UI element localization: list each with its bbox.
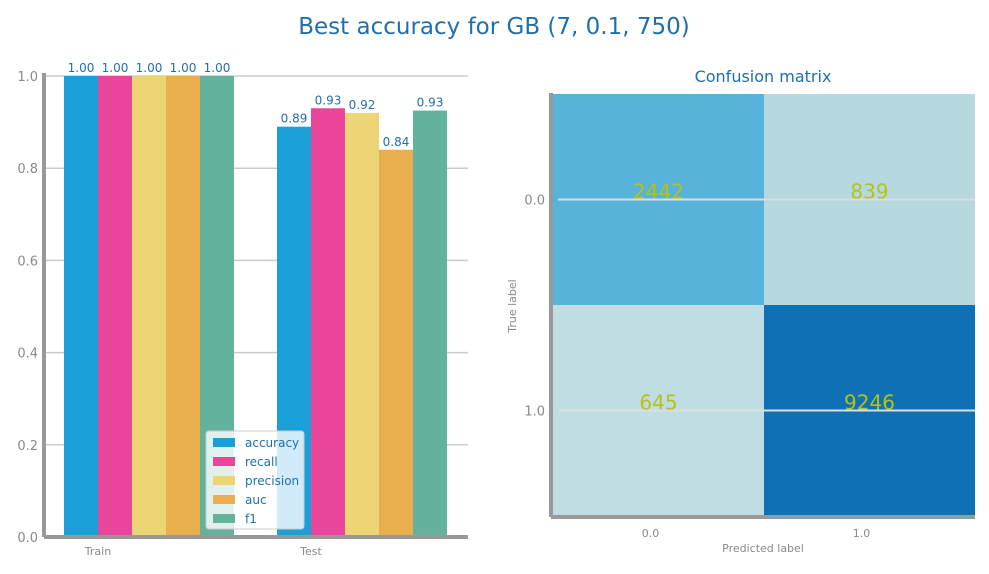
bar-data-label: 0.93 (417, 96, 444, 110)
bar-chart-y-ticks: 0.0 0.2 0.4 0.6 0.8 1.0 (17, 70, 38, 546)
legend-swatch-accuracy (213, 438, 235, 447)
bar-data-label: 0.84 (383, 135, 410, 149)
cm-x-tick-label: 0.0 (642, 527, 660, 540)
metrics-bar-chart: 0.0 0.2 0.4 0.6 0.8 1.0 1.00 1.00 1.00 1.00 1.00 0… (17, 61, 468, 558)
legend-swatch-f1 (213, 514, 235, 523)
bar-f1-test (413, 110, 447, 537)
y-tick-label: 0.4 (17, 347, 38, 362)
cm-y-tick-label: 0.0 (524, 194, 545, 209)
y-tick-label: 0.2 (17, 439, 38, 454)
bar-data-label: 1.00 (68, 61, 95, 75)
bar-chart-legend: accuracy recall precision auc f1 (205, 430, 305, 530)
confusion-matrix-y-label: True label (506, 279, 519, 333)
bar-data-label: 0.92 (349, 98, 376, 112)
y-tick-label: 0.6 (17, 254, 38, 269)
bar-recall-train (98, 76, 132, 537)
bar-data-label: 1.00 (136, 61, 163, 75)
bar-data-label: 0.93 (315, 93, 342, 107)
bar-data-label: 1.00 (102, 61, 129, 75)
legend-swatch-recall (213, 457, 235, 466)
legend-label-precision: precision (245, 474, 299, 488)
figure-title: Best accuracy for GB (7, 0.1, 750) (298, 14, 689, 40)
y-tick-label: 0.8 (17, 162, 38, 177)
legend-label-recall: recall (245, 455, 278, 469)
confusion-matrix-gridlines (558, 198, 975, 412)
bar-data-label: 1.00 (170, 61, 197, 75)
x-tick-label: Test (299, 545, 322, 558)
confusion-matrix-ticks: 0.0 1.0 0.0 1.0 (524, 194, 870, 541)
legend-box (205, 430, 305, 530)
bar-chart-x-ticks: Train Test (84, 545, 323, 558)
bar-recall-test (311, 108, 345, 538)
confusion-matrix-title: Confusion matrix (695, 67, 832, 86)
bar-chart-bars (64, 76, 447, 538)
legend-swatch-precision (213, 476, 235, 485)
bar-auc-test (379, 149, 413, 537)
legend-label-accuracy: accuracy (245, 436, 299, 450)
cm-y-tick-label: 1.0 (524, 405, 545, 420)
confusion-matrix-x-label: Predicted label (722, 542, 804, 555)
bar-auc-train (166, 76, 200, 537)
bar-precision-train (132, 76, 166, 537)
bar-accuracy-train (64, 76, 98, 537)
x-tick-label: Train (84, 545, 111, 558)
bar-data-label: 0.89 (281, 112, 308, 126)
legend-label-f1: f1 (245, 512, 257, 526)
bar-precision-test (345, 112, 379, 537)
cm-x-tick-label: 1.0 (853, 527, 871, 540)
legend-label-auc: auc (245, 493, 267, 507)
y-tick-label: 1.0 (17, 70, 38, 85)
legend-swatch-auc (213, 495, 235, 504)
bar-data-label: 1.00 (204, 61, 231, 75)
bar-chart-data-labels: 1.00 1.00 1.00 1.00 1.00 0.89 0.93 0.92 0.84 0.93 (68, 61, 444, 149)
y-tick-label: 0.0 (17, 531, 38, 546)
